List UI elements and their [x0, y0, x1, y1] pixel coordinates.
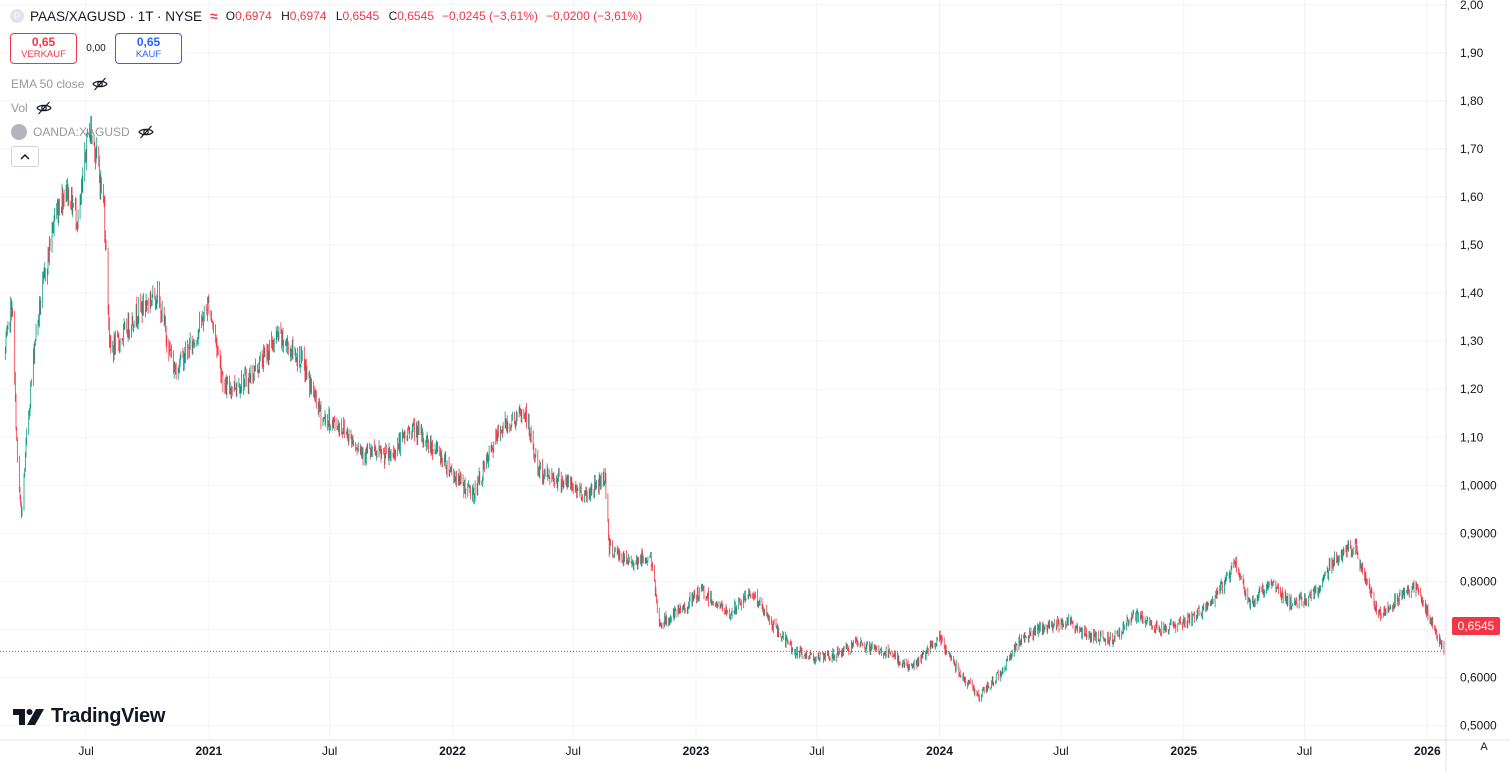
y-tick-label: 2,00 — [1460, 0, 1484, 12]
y-tick-label: 0,6000 — [1460, 671, 1497, 685]
change-value-2: −0,0200 (−3,61%) — [546, 9, 643, 23]
ohlc-values: O0,6974 H0,6974 L0,6545 C0,6545 — [226, 9, 440, 23]
y-tick-label: 0,9000 — [1460, 526, 1497, 540]
y-tick-label: 0,5000 — [1460, 719, 1497, 733]
x-tick-label: 2025 — [1170, 744, 1197, 758]
eye-hidden-icon[interactable] — [35, 100, 52, 116]
x-tick-label: Jul — [809, 744, 824, 758]
y-tick-label: 1,10 — [1460, 430, 1484, 444]
indicator-compare[interactable]: OANDA:XAGUSD — [11, 124, 154, 140]
y-tick-label: 1,60 — [1460, 190, 1484, 204]
y-tick-label: 1,90 — [1460, 46, 1484, 60]
symbol-legend: P PAAS/XAGUSD · 1T · NYSE ≈ O0,6974 H0,6… — [10, 8, 642, 24]
indicator-compare-label: OANDA:XAGUSD — [33, 125, 130, 139]
sell-price: 0,65 — [31, 35, 56, 49]
buy-button[interactable]: 0,65 KAUF — [115, 33, 182, 64]
spread-value: 0,00 — [86, 43, 106, 54]
x-tick-label: 2021 — [196, 744, 223, 758]
wave-icon[interactable]: ≈ — [210, 8, 218, 24]
tradingview-wordmark: TradingView — [51, 705, 166, 727]
ohlc-high-value: 0,6974 — [289, 9, 327, 23]
x-tick-label: 2026 — [1414, 744, 1441, 758]
x-tick-label: Jul — [566, 744, 581, 758]
y-tick-label: 0,8000 — [1460, 574, 1497, 588]
ohlc-open-key: O — [225, 9, 236, 23]
ohlc-low-key: L — [335, 9, 343, 23]
x-tick-label: Jul — [322, 744, 337, 758]
auto-scale-button[interactable]: A — [1480, 741, 1488, 753]
ohlc-low-value: 0,6545 — [342, 9, 380, 23]
indicator-vol[interactable]: Vol — [11, 100, 52, 116]
x-tick-label: 2024 — [926, 744, 953, 758]
x-tick-label: Jul — [78, 744, 93, 758]
trade-buttons: 0,65 VERKAUF 0,00 0,65 KAUF — [10, 33, 182, 64]
sell-button[interactable]: 0,65 VERKAUF — [10, 33, 77, 64]
eye-hidden-icon[interactable] — [92, 76, 109, 92]
x-tick-label: 2023 — [683, 744, 710, 758]
y-tick-label: 1,70 — [1460, 142, 1484, 156]
x-tick-label: Jul — [1297, 744, 1312, 758]
chevron-up-icon — [20, 153, 30, 160]
buy-price: 0,65 — [136, 35, 161, 49]
y-tick-label: 1,0000 — [1460, 478, 1497, 492]
ohlc-close-key: C — [388, 9, 398, 23]
indicator-vol-label: Vol — [11, 101, 28, 115]
change-value: −0,0245 (−3,61%) — [441, 9, 539, 23]
collapse-legend-button[interactable] — [11, 146, 39, 167]
y-tick-label: 1,40 — [1460, 286, 1484, 300]
oanda-logo-icon — [11, 124, 27, 140]
y-tick-label: 1,20 — [1460, 382, 1484, 396]
eye-hidden-icon[interactable] — [137, 124, 154, 140]
indicator-ema[interactable]: EMA 50 close — [11, 76, 109, 92]
last-price-tag: 0,6545 — [1452, 617, 1500, 635]
tradingview-logo[interactable]: TradingView — [13, 705, 165, 728]
symbol-title[interactable]: PAAS/XAGUSD · 1T · NYSE — [30, 8, 203, 24]
ohlc-open-value: 0,6974 — [235, 9, 272, 23]
symbol-logo-icon: P — [10, 9, 24, 23]
y-tick-label: 1,50 — [1460, 238, 1484, 252]
x-tick-label: 2022 — [439, 744, 466, 758]
y-tick-label: 1,80 — [1460, 94, 1484, 108]
tradingview-logo-icon — [13, 708, 44, 725]
sell-label: VERKAUF — [21, 49, 66, 60]
ohlc-close-value: 0,6545 — [397, 9, 434, 23]
ohlc-high-key: H — [281, 9, 290, 23]
y-tick-label: 1,30 — [1460, 334, 1484, 348]
x-tick-label: Jul — [1053, 744, 1068, 758]
indicator-ema-label: EMA 50 close — [11, 77, 85, 91]
buy-label: KAUF — [135, 49, 162, 60]
